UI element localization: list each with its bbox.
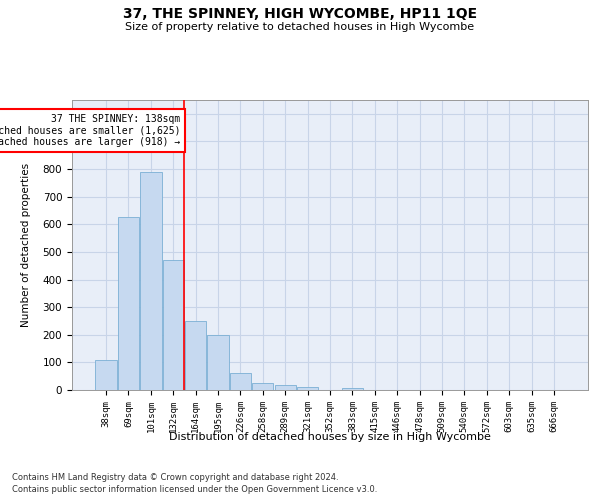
Bar: [163, 260, 184, 390]
Bar: [208, 335, 229, 390]
Bar: [95, 360, 117, 390]
Text: 37 THE SPINNEY: 138sqm
← 64% of detached houses are smaller (1,625)
36% of semi-: 37 THE SPINNEY: 138sqm ← 64% of detached…: [0, 114, 181, 147]
Bar: [252, 383, 274, 390]
Text: 37, THE SPINNEY, HIGH WYCOMBE, HP11 1QE: 37, THE SPINNEY, HIGH WYCOMBE, HP11 1QE: [123, 8, 477, 22]
Bar: [118, 218, 139, 390]
Text: Distribution of detached houses by size in High Wycombe: Distribution of detached houses by size …: [169, 432, 491, 442]
Bar: [185, 321, 206, 390]
Y-axis label: Number of detached properties: Number of detached properties: [20, 163, 31, 327]
Bar: [140, 172, 161, 390]
Bar: [297, 386, 318, 390]
Bar: [275, 385, 296, 390]
Bar: [230, 373, 251, 390]
Text: Size of property relative to detached houses in High Wycombe: Size of property relative to detached ho…: [125, 22, 475, 32]
Text: Contains public sector information licensed under the Open Government Licence v3: Contains public sector information licen…: [12, 485, 377, 494]
Text: Contains HM Land Registry data © Crown copyright and database right 2024.: Contains HM Land Registry data © Crown c…: [12, 472, 338, 482]
Bar: [342, 388, 363, 390]
